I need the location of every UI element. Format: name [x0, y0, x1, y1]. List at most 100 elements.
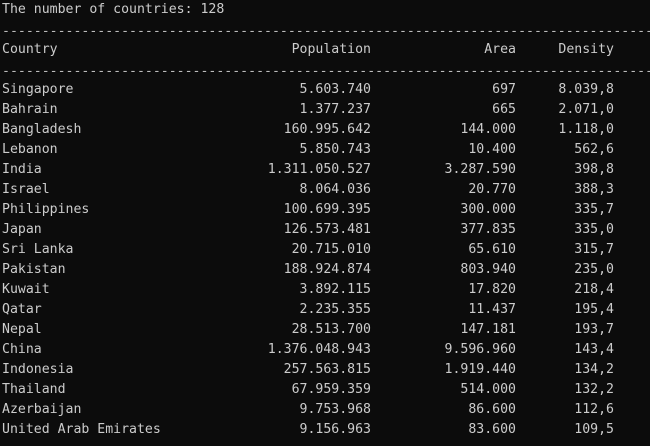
cell-population: 5.850.743: [299, 142, 371, 157]
cell-area: 1.919.440: [444, 362, 516, 377]
header-area: Area: [484, 42, 516, 57]
table-row: Singapore 5.603.740 697 8.039,8: [2, 80, 650, 100]
cell-population: 1.376.048.943: [267, 342, 371, 357]
cell-country: Thailand: [2, 382, 66, 397]
cell-population: 257.563.815: [283, 362, 371, 377]
cell-population: 126.573.481: [283, 222, 371, 237]
table-row: Bangladesh 160.995.642 144.000 1.118,0: [2, 120, 650, 140]
cell-area: 665: [492, 102, 516, 117]
cell-population: 9.156.963: [299, 422, 371, 437]
cell-population: 100.699.395: [283, 202, 371, 217]
table-row: Kuwait 3.892.115 17.820 218,4: [2, 280, 650, 300]
cell-density: 218,4: [574, 282, 614, 297]
cell-country: China: [2, 342, 42, 357]
cell-density: 109,5: [574, 422, 614, 437]
cell-area: 3.287.590: [444, 162, 516, 177]
table-row: Japan 126.573.481 377.835 335,0: [2, 220, 650, 240]
cell-population: 2.235.355: [299, 302, 371, 317]
cell-population: 9.753.968: [299, 402, 371, 417]
table-row: Qatar 2.235.355 11.437 195,4: [2, 300, 650, 320]
cell-country: Bahrain: [2, 102, 58, 117]
cell-area: 83.600: [468, 422, 516, 437]
cell-population: 3.892.115: [299, 282, 371, 297]
table-row: Nepal 28.513.700 147.181 193,7: [2, 320, 650, 340]
cell-area: 300.000: [460, 202, 516, 217]
cell-country: Israel: [2, 182, 50, 197]
cell-country: United Arab Emirates: [2, 422, 161, 437]
cell-density: 195,4: [574, 302, 614, 317]
table-row: India 1.311.050.527 3.287.590 398,8: [2, 160, 650, 180]
cell-population: 20.715.010: [291, 242, 371, 257]
cell-population: 188.924.874: [283, 262, 371, 277]
cell-population: 1.377.237: [299, 102, 371, 117]
header-population: Population: [291, 42, 371, 57]
table-row: Sri Lanka 20.715.010 65.610 315,7: [2, 240, 650, 260]
table-header: Country Population Area Density: [2, 40, 650, 60]
separator-header: ----------------------------------------…: [2, 60, 650, 80]
cell-area: 803.940: [460, 262, 516, 277]
cell-area: 86.600: [468, 402, 516, 417]
header-country: Country: [2, 42, 58, 57]
table-body: Singapore 5.603.740 697 8.039,8 Bahrain 1.37…: [2, 80, 650, 440]
cell-area: 514.000: [460, 382, 516, 397]
table-row: China 1.376.048.943 9.596.960 143,4: [2, 340, 650, 360]
table-row: Azerbaijan 9.753.968 86.600 112,6: [2, 400, 650, 420]
cell-area: 20.770: [468, 182, 516, 197]
cell-country: Sri Lanka: [2, 242, 74, 257]
cell-density: 235,0: [574, 262, 614, 277]
cell-country: Nepal: [2, 322, 42, 337]
cell-density: 1.118,0: [558, 122, 614, 137]
cell-density: 132,2: [574, 382, 614, 397]
cell-area: 17.820: [468, 282, 516, 297]
cell-country: Japan: [2, 222, 42, 237]
separator-text: ----------------------------------------…: [2, 24, 650, 39]
cell-population: 1.311.050.527: [267, 162, 371, 177]
table-row: Philippines 100.699.395 300.000 335,7: [2, 200, 650, 220]
cell-population: 8.064.036: [299, 182, 371, 197]
cell-density: 562,6: [574, 142, 614, 157]
cell-area: 11.437: [468, 302, 516, 317]
cell-country: Azerbaijan: [2, 402, 82, 417]
cell-population: 160.995.642: [283, 122, 371, 137]
cell-country: Philippines: [2, 202, 90, 217]
header-density: Density: [558, 42, 614, 57]
table-row: Pakistan 188.924.874 803.940 235,0: [2, 260, 650, 280]
cell-density: 2.071,0: [558, 102, 614, 117]
table-row: Israel 8.064.036 20.770 388,3: [2, 180, 650, 200]
cell-density: 335,7: [574, 202, 614, 217]
cell-density: 335,0: [574, 222, 614, 237]
cell-density: 112,6: [574, 402, 614, 417]
cell-country: Lebanon: [2, 142, 58, 157]
cell-area: 147.181: [460, 322, 516, 337]
cell-country: Bangladesh: [2, 122, 82, 137]
table-row: Lebanon 5.850.743 10.400 562,6: [2, 140, 650, 160]
table-row: Bahrain 1.377.237 665 2.071,0: [2, 100, 650, 120]
cell-country: Kuwait: [2, 282, 50, 297]
cell-area: 9.596.960: [444, 342, 516, 357]
cell-density: 143,4: [574, 342, 614, 357]
cell-country: Indonesia: [2, 362, 74, 377]
table-row: Indonesia 257.563.815 1.919.440 134,2: [2, 360, 650, 380]
cell-area: 10.400: [468, 142, 516, 157]
cell-population: 28.513.700: [291, 322, 371, 337]
separator-text: ----------------------------------------…: [2, 64, 650, 79]
cell-population: 5.603.740: [299, 82, 371, 97]
cell-density: 8.039,8: [558, 82, 614, 97]
cell-country: Qatar: [2, 302, 42, 317]
country-count-line: The number of countries: 128: [2, 2, 225, 17]
cell-country: India: [2, 162, 42, 177]
table-row: United Arab Emirates 9.156.963 83.600 109,5: [2, 420, 650, 440]
cell-area: 65.610: [468, 242, 516, 257]
cell-country: Singapore: [2, 82, 74, 97]
cell-density: 134,2: [574, 362, 614, 377]
cell-density: 388,3: [574, 182, 614, 197]
cell-density: 398,8: [574, 162, 614, 177]
separator-top: ----------------------------------------…: [2, 20, 650, 40]
cell-area: 377.835: [460, 222, 516, 237]
cell-density: 193,7: [574, 322, 614, 337]
cell-country: Pakistan: [2, 262, 66, 277]
cell-area: 144.000: [460, 122, 516, 137]
table-row: Thailand 67.959.359 514.000 132,2: [2, 380, 650, 400]
cell-area: 697: [492, 82, 516, 97]
